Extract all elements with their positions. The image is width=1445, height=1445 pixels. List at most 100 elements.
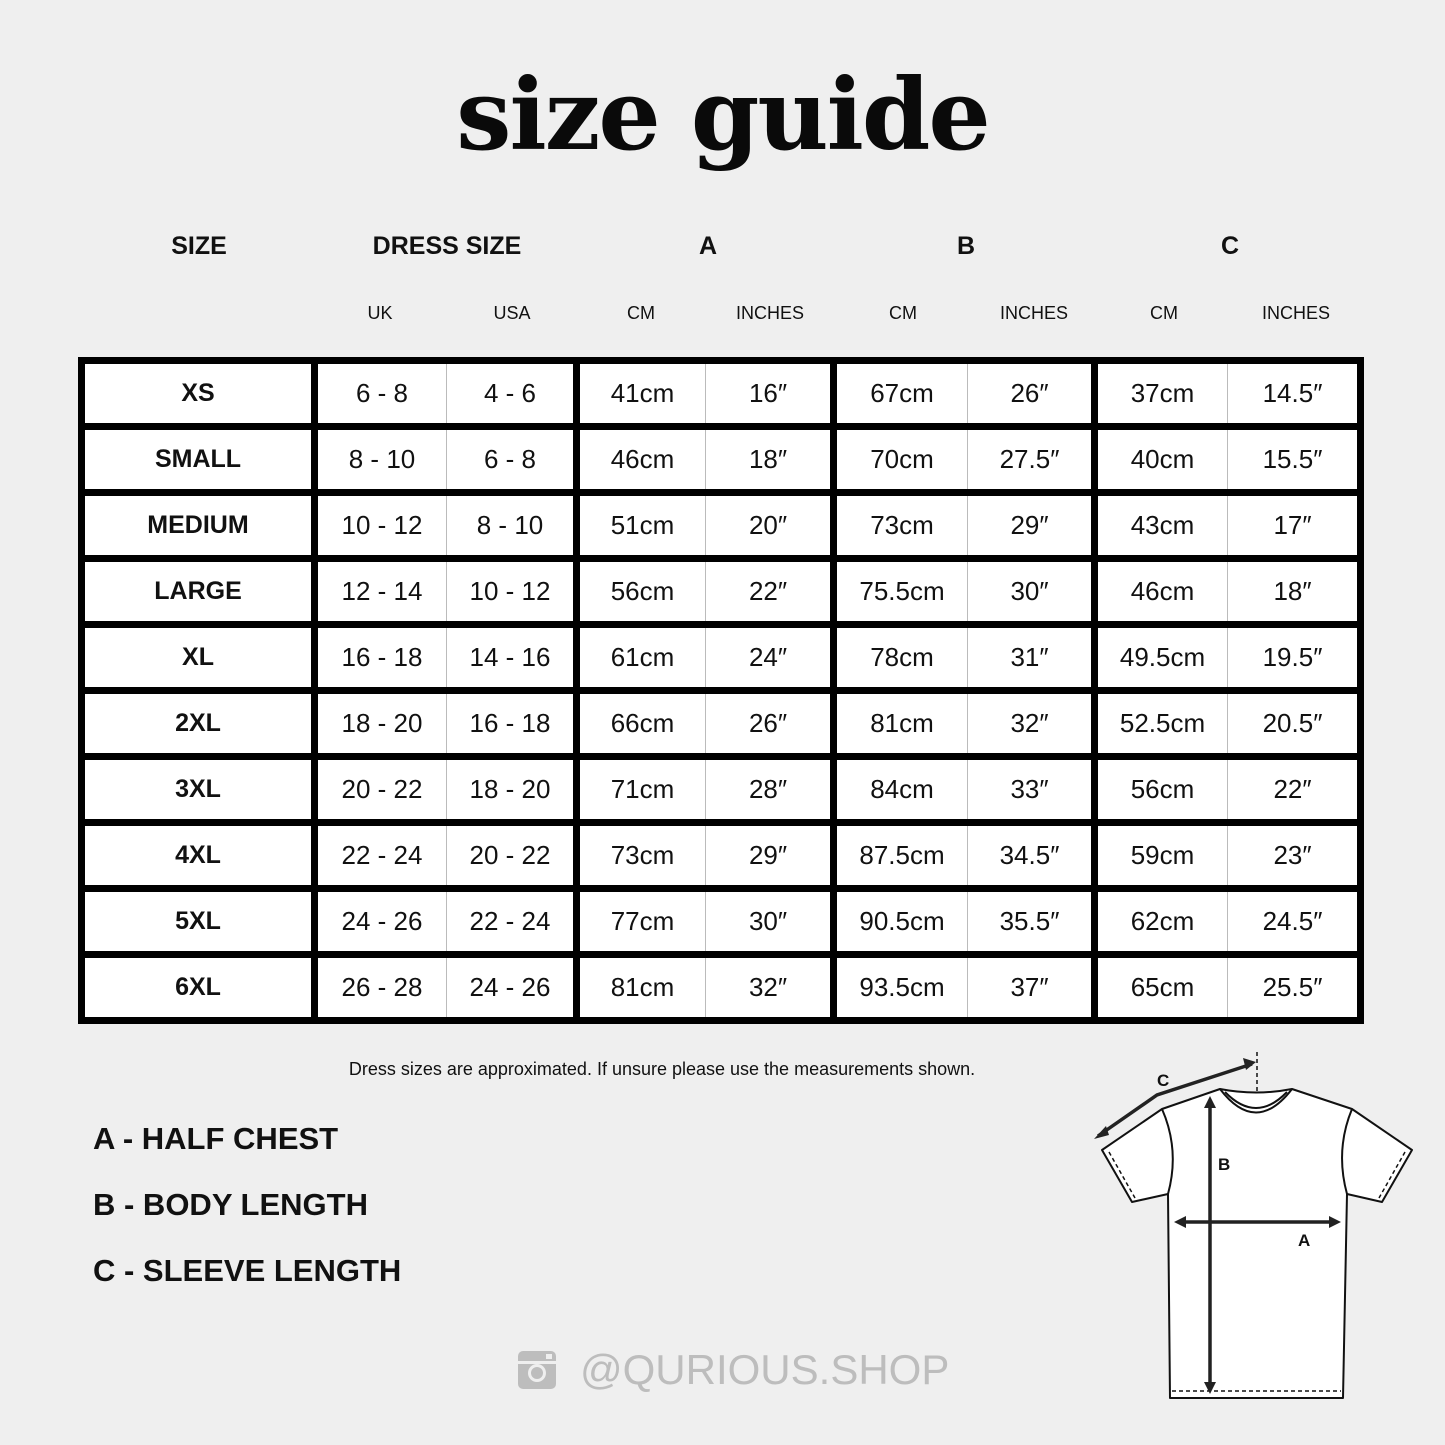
table-cell: 6 - 8 — [447, 430, 580, 489]
table-cell: 29″ — [968, 496, 1098, 555]
header-size: SIZE — [171, 232, 227, 260]
table-cell: 22″ — [706, 562, 837, 621]
table-cell: 18 - 20 — [318, 694, 447, 753]
table-cell: 75.5cm — [837, 562, 968, 621]
table-row: 2XL 18 - 20 16 - 18 66cm 26″ 81cm 32″ 52.5cm 20.… — [85, 694, 1357, 753]
table-cell: 16 - 18 — [447, 694, 580, 753]
table-cell: 8 - 10 — [318, 430, 447, 489]
table-row: LARGE 12 - 14 10 - 12 56cm 22″ 75.5cm 30″ 46cm 1… — [85, 562, 1357, 621]
table-cell: 46cm — [580, 430, 706, 489]
table-cell: 20 - 22 — [318, 760, 447, 819]
table-cell: 22″ — [1228, 760, 1357, 819]
table-cell: 33″ — [968, 760, 1098, 819]
dress-size-note: Dress sizes are approximated. If unsure … — [348, 1059, 976, 1079]
table-row: XL 16 - 18 14 - 16 61cm 24″ 78cm 31″ 49.5cm 19.5… — [85, 628, 1357, 687]
legend-c: C - SLEEVE LENGTH — [93, 1253, 402, 1288]
table-cell: 49.5cm — [1098, 628, 1228, 687]
social-handle: @QURIOUS.SHOP — [518, 1346, 949, 1394]
table-cell: 81cm — [580, 958, 706, 1017]
table-cell: 37″ — [968, 958, 1098, 1017]
table-cell: 56cm — [580, 562, 706, 621]
table-cell: 14.5″ — [1228, 364, 1357, 423]
table-cell: 26 - 28 — [318, 958, 447, 1017]
table-cell: 29″ — [706, 826, 837, 885]
table-cell: 22 - 24 — [447, 892, 580, 951]
table-cell: 32″ — [706, 958, 837, 1017]
table-cell: 25.5″ — [1228, 958, 1357, 1017]
subheader-usa: USA — [493, 303, 531, 323]
legend-b: B - BODY LENGTH — [93, 1187, 368, 1222]
table-cell: 24″ — [706, 628, 837, 687]
table-cell: 26″ — [706, 694, 837, 753]
page-title: size guide — [456, 58, 990, 173]
table-cell: 71cm — [580, 760, 706, 819]
table-cell: 51cm — [580, 496, 706, 555]
table-cell: 12 - 14 — [318, 562, 447, 621]
subheader-c-inches: INCHES — [1261, 303, 1331, 323]
table-cell: 14 - 16 — [447, 628, 580, 687]
table-row: SMALL 8 - 10 6 - 8 46cm 18″ 70cm 27.5″ 40cm 15.5… — [85, 430, 1357, 489]
size-cell: 2XL — [85, 694, 318, 753]
table-cell: 18″ — [1228, 562, 1357, 621]
table-cell: 87.5cm — [837, 826, 968, 885]
table-cell: 61cm — [580, 628, 706, 687]
table-cell: 52.5cm — [1098, 694, 1228, 753]
table-cell: 28″ — [706, 760, 837, 819]
tshirt-diagram: C B A — [1094, 1052, 1413, 1399]
table-cell: 20.5″ — [1228, 694, 1357, 753]
table-cell: 93.5cm — [837, 958, 968, 1017]
table-row: 3XL 20 - 22 18 - 20 71cm 28″ 84cm 33″ 56cm 22″ — [85, 760, 1357, 819]
size-cell: 4XL — [85, 826, 318, 885]
table-cell: 18 - 20 — [447, 760, 580, 819]
legend-a: A - HALF CHEST — [93, 1121, 339, 1156]
table-cell: 59cm — [1098, 826, 1228, 885]
table-cell: 66cm — [580, 694, 706, 753]
table-cell: 27.5″ — [968, 430, 1098, 489]
table-cell: 30″ — [968, 562, 1098, 621]
table-cell: 56cm — [1098, 760, 1228, 819]
table-cell: 84cm — [837, 760, 968, 819]
instagram-handle: @QURIOUS.SHOP — [580, 1346, 950, 1393]
table-cell: 22 - 24 — [318, 826, 447, 885]
table-row: 6XL 26 - 28 24 - 26 81cm 32″ 93.5cm 37″ 65cm 25.… — [85, 958, 1357, 1017]
subheader-b-inches: INCHES — [999, 303, 1069, 323]
subheader-c-cm: CM — [1150, 303, 1178, 323]
table-cell: 90.5cm — [837, 892, 968, 951]
table-row: 4XL 22 - 24 20 - 22 73cm 29″ 87.5cm 34.5″ 59cm 2… — [85, 826, 1357, 885]
table-cell: 6 - 8 — [318, 364, 447, 423]
size-cell: LARGE — [85, 562, 318, 621]
table-cell: 65cm — [1098, 958, 1228, 1017]
table-cell: 30″ — [706, 892, 837, 951]
table-cell: 15.5″ — [1228, 430, 1357, 489]
table-cell: 73cm — [837, 496, 968, 555]
size-cell: 3XL — [85, 760, 318, 819]
table-cell: 4 - 6 — [447, 364, 580, 423]
header-a: A — [698, 232, 718, 260]
table-cell: 77cm — [580, 892, 706, 951]
subheader-uk: UK — [367, 303, 393, 323]
table-cell: 41cm — [580, 364, 706, 423]
subheader-b-cm: CM — [889, 303, 917, 323]
size-cell: XL — [85, 628, 318, 687]
subheader-a-inches: INCHES — [735, 303, 805, 323]
table-cell: 10 - 12 — [318, 496, 447, 555]
table-cell: 17″ — [1228, 496, 1357, 555]
table-cell: 78cm — [837, 628, 968, 687]
table-cell: 81cm — [837, 694, 968, 753]
table-cell: 8 - 10 — [447, 496, 580, 555]
table-cell: 26″ — [968, 364, 1098, 423]
table-cell: 31″ — [968, 628, 1098, 687]
size-cell: SMALL — [85, 430, 318, 489]
table-cell: 18″ — [706, 430, 837, 489]
table-cell: 34.5″ — [968, 826, 1098, 885]
header-dress-size: DRESS SIZE — [372, 232, 522, 260]
table-cell: 20″ — [706, 496, 837, 555]
size-cell: 5XL — [85, 892, 318, 951]
table-cell: 62cm — [1098, 892, 1228, 951]
table-cell: 43cm — [1098, 496, 1228, 555]
tshirt-outline — [1101, 1088, 1413, 1399]
table-cell: 40cm — [1098, 430, 1228, 489]
table-cell: 16 - 18 — [318, 628, 447, 687]
size-cell: MEDIUM — [85, 496, 318, 555]
table-cell: 32″ — [968, 694, 1098, 753]
